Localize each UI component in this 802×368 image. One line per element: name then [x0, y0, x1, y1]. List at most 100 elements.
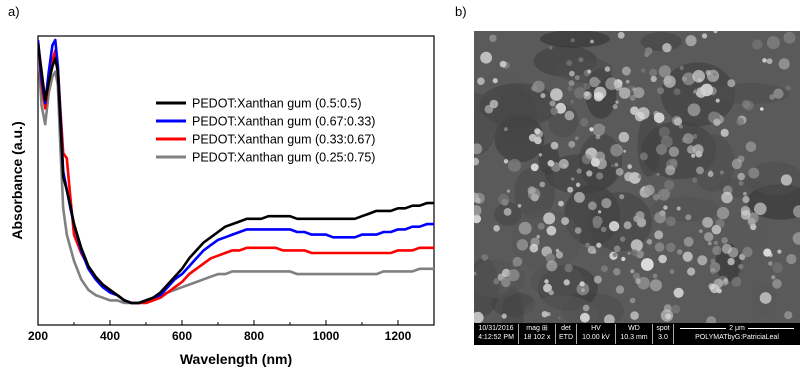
sem-particle: [697, 255, 708, 266]
sem-particle: [585, 242, 590, 248]
sem-particle: [710, 258, 716, 264]
sem-particle: [530, 163, 539, 172]
sem-particle: [574, 75, 580, 81]
sem-particle: [716, 206, 730, 220]
sem-particle: [731, 276, 742, 287]
x-tick-label-400: 400: [100, 329, 120, 343]
sem-particle: [740, 210, 751, 220]
sem-shade: [710, 83, 790, 105]
sem-particle: [633, 215, 640, 223]
sem-particle: [610, 144, 623, 157]
sem-det-value: ETD: [559, 334, 573, 341]
sem-particle: [745, 141, 757, 153]
sem-particle: [501, 313, 507, 319]
sem-particle: [573, 87, 586, 99]
sem-particle: [704, 232, 714, 242]
panel-b-label: b): [455, 4, 467, 19]
sem-particle: [539, 181, 546, 188]
sem-particle: [480, 51, 492, 64]
sem-particle: [706, 316, 717, 323]
sem-particle: [773, 88, 784, 99]
sem-particle: [650, 75, 657, 83]
x-tick-label-1200: 1200: [385, 329, 412, 343]
sem-particle: [630, 311, 639, 320]
chart-svg: 200 400 600 800 1000 1200 Wavelength (nm) Absor…: [9, 35, 435, 367]
legend-label-1: PEDOT:Xanthan gum (0.5:0.5): [192, 97, 362, 111]
series-line-2: [38, 38, 434, 305]
sem-particle: [568, 140, 576, 148]
sem-particle: [619, 194, 625, 200]
sem-operator: POLYMATbyG:PatriciaLeal: [695, 334, 779, 341]
sem-particle: [600, 226, 607, 233]
sem-particle: [687, 267, 696, 276]
sem-particle: [613, 268, 621, 276]
legend-label-3: PEDOT:Xanthan gum (0.33:0.67): [192, 133, 375, 147]
sem-particle: [573, 191, 585, 203]
sem-particle: [727, 257, 735, 266]
sem-spot-value: 3.0: [658, 334, 668, 341]
sem-particle: [624, 171, 634, 182]
sem-particle: [584, 91, 590, 97]
sem-particle: [537, 222, 545, 230]
sem-particle: [664, 180, 675, 191]
sem-particle: [564, 264, 573, 273]
sem-particle: [592, 249, 597, 254]
sem-particle: [682, 72, 696, 86]
sem-particle: [658, 65, 671, 78]
sem-particle: [507, 269, 520, 282]
sem-particle: [634, 111, 645, 122]
sem-particle: [601, 198, 612, 209]
sem-particle: [540, 93, 546, 99]
sem-particle: [543, 212, 556, 225]
sem-time: 4:12:52 PM: [478, 334, 514, 341]
sem-particle: [518, 221, 532, 235]
sem-particle: [763, 248, 772, 257]
sem-particle: [474, 311, 484, 323]
sem-particle: [557, 316, 561, 320]
sem-particle: [597, 80, 601, 84]
sem-particle: [563, 279, 570, 286]
sem-particle: [635, 278, 641, 284]
sem-particle: [701, 33, 708, 39]
sem-particle: [605, 77, 618, 90]
sem-particle: [766, 58, 773, 65]
sem-particle: [644, 47, 653, 55]
sem-particle: [713, 278, 724, 289]
sem-particle: [712, 245, 722, 256]
sem-particle: [579, 281, 585, 287]
sem-particle: [652, 273, 658, 279]
sem-particle: [604, 66, 611, 72]
sem-particle: [501, 277, 511, 288]
sem-particle: [630, 106, 639, 115]
sem-particle: [615, 100, 619, 104]
sem-spot-label: spot: [656, 325, 670, 332]
sem-particle: [570, 38, 575, 43]
sem-particle: [783, 31, 796, 44]
sem-particle: [528, 133, 537, 142]
sem-particle: [477, 77, 485, 85]
sem-particle: [721, 237, 728, 244]
sem-particle: [508, 158, 521, 172]
sem-particle: [738, 180, 744, 186]
sem-particle: [748, 167, 760, 179]
sem-particle: [721, 243, 732, 254]
sem-particle: [633, 87, 645, 99]
sem-particle: [742, 246, 753, 258]
sem-particle: [580, 312, 590, 323]
sem-particle: [615, 168, 624, 176]
sem-particle: [566, 60, 573, 66]
sem-particle: [582, 304, 590, 312]
sem-particle: [696, 166, 704, 175]
sem-particle: [687, 103, 701, 117]
sem-particle: [604, 314, 615, 323]
sem-particle: [668, 146, 680, 157]
sem-particle: [752, 39, 763, 50]
sem-particle: [682, 251, 693, 262]
sem-particle: [493, 278, 500, 285]
sem-scale-label: 2 μm: [726, 324, 748, 333]
sem-particle: [590, 39, 594, 44]
sem-scale-cell: 2 μm POLYMATbyG:PatriciaLeal: [674, 324, 800, 344]
sem-particle: [555, 102, 566, 114]
sem-particle: [743, 191, 747, 196]
sem-shade: [523, 295, 598, 323]
